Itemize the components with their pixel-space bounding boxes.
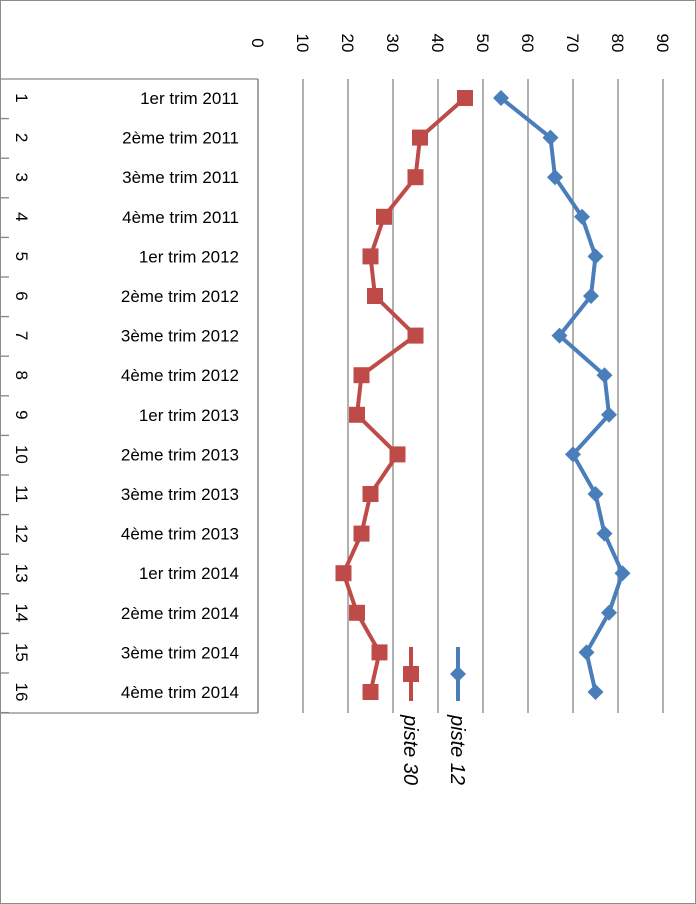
data-point xyxy=(551,327,568,344)
category-number: 5 xyxy=(12,252,31,261)
value-tick-10: 10 xyxy=(293,34,312,53)
value-tick-60: 60 xyxy=(518,34,537,53)
series-line xyxy=(341,96,467,693)
category-label: 3ème trim 2014 xyxy=(121,643,239,662)
category-number: 6 xyxy=(12,291,31,300)
data-point xyxy=(349,406,365,423)
category-labels: 1 1er trim 2011 2 2ème trim 2011 3 3ème trim … xyxy=(12,89,239,702)
category-label: 1er trim 2011 xyxy=(140,89,239,108)
category-label: 1er trim 2012 xyxy=(139,247,239,266)
series-line xyxy=(499,96,625,693)
data-point xyxy=(596,367,613,384)
category-label: 4ème trim 2012 xyxy=(121,366,239,385)
series-layer xyxy=(335,90,631,700)
category-label: 2ème trim 2011 xyxy=(122,129,239,148)
category-number: 10 xyxy=(12,445,31,464)
value-tick-90: 90 xyxy=(653,34,672,53)
category-label: 3ème trim 2013 xyxy=(121,485,239,504)
data-point xyxy=(578,644,595,661)
category-label: 3ème trim 2011 xyxy=(122,168,239,187)
data-point xyxy=(574,208,590,225)
legend-label: piste 12 xyxy=(446,714,468,785)
data-point xyxy=(493,90,509,106)
category-label: 2ème trim 2013 xyxy=(121,445,239,464)
data-point xyxy=(601,604,617,621)
category-number: 1 xyxy=(12,93,31,102)
category-number: 11 xyxy=(12,485,31,503)
data-point xyxy=(389,446,406,463)
category-number: 8 xyxy=(12,370,31,379)
data-point xyxy=(601,406,617,423)
value-tick-80: 80 xyxy=(608,34,627,53)
category-number: 15 xyxy=(12,643,31,662)
legend: piste 12 piste 30 xyxy=(399,647,468,785)
category-label: 2ème trim 2012 xyxy=(121,287,239,306)
data-point xyxy=(362,248,379,265)
data-point xyxy=(587,684,604,700)
value-tick-labels: 0 10 20 30 40 50 60 70 80 90 xyxy=(248,34,672,53)
data-point xyxy=(349,604,365,621)
value-tick-70: 70 xyxy=(563,34,582,53)
data-point xyxy=(596,525,613,542)
data-point xyxy=(547,169,563,186)
value-tick-20: 20 xyxy=(338,34,357,53)
legend-label: piste 30 xyxy=(399,714,421,785)
legend-item-piste-30: piste 30 xyxy=(399,647,421,785)
data-point xyxy=(412,129,428,146)
data-point xyxy=(371,644,388,661)
data-point xyxy=(587,486,604,502)
data-point xyxy=(362,684,379,700)
category-label: 1er trim 2014 xyxy=(139,564,239,583)
category-label: 4ème trim 2014 xyxy=(121,683,239,702)
category-number: 16 xyxy=(12,683,31,702)
data-point xyxy=(362,486,379,502)
data-point xyxy=(542,129,559,146)
data-point xyxy=(407,169,424,186)
category-number: 14 xyxy=(12,603,31,622)
category-label: 2ème trim 2014 xyxy=(121,604,239,623)
series-piste-12 xyxy=(493,90,631,700)
data-point xyxy=(614,565,631,582)
category-number: 13 xyxy=(12,564,31,583)
value-tick-40: 40 xyxy=(428,34,447,53)
data-point xyxy=(565,446,581,463)
data-point xyxy=(353,367,370,384)
data-point xyxy=(587,248,604,265)
legend-item-piste-12: piste 12 xyxy=(446,647,468,785)
data-point xyxy=(353,525,370,542)
data-point xyxy=(457,90,473,106)
series-piste-30 xyxy=(335,90,473,700)
category-number: 9 xyxy=(12,410,31,419)
data-point xyxy=(335,565,352,582)
category-number: 12 xyxy=(12,524,31,543)
category-number: 2 xyxy=(12,133,31,142)
category-number: 3 xyxy=(12,172,31,181)
category-number: 7 xyxy=(12,331,31,340)
category-label: 1er trim 2013 xyxy=(139,406,239,425)
category-label: 3ème trim 2012 xyxy=(121,327,239,346)
category-label: 4ème trim 2013 xyxy=(121,525,239,544)
data-point xyxy=(376,208,392,225)
data-point xyxy=(407,327,424,344)
legend-marker xyxy=(450,666,466,682)
data-point xyxy=(583,288,599,304)
data-point xyxy=(367,288,383,304)
value-tick-30: 30 xyxy=(383,34,402,53)
value-tick-0: 0 xyxy=(248,38,267,47)
gridlines xyxy=(1,78,664,714)
category-label: 4ème trim 2011 xyxy=(122,208,239,227)
legend-marker xyxy=(403,666,419,682)
category-number: 4 xyxy=(12,212,31,221)
value-tick-50: 50 xyxy=(473,34,492,53)
